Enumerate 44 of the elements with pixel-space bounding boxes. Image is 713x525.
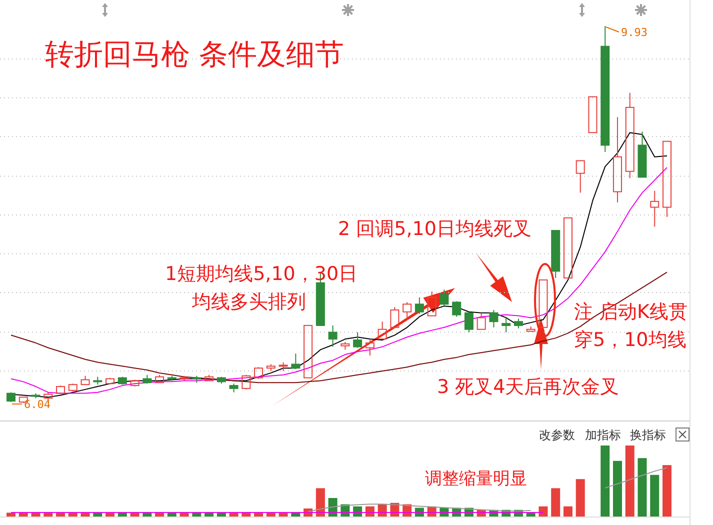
bar: [650, 474, 660, 516]
bar: [563, 506, 572, 516]
bar: [600, 446, 610, 516]
candlestick: [612, 116, 622, 203]
candlestick: [328, 324, 338, 348]
bar: [6, 512, 16, 516]
bar: [638, 458, 647, 516]
annotation: 3 死叉4天后再次金叉: [437, 376, 620, 398]
bar: [538, 506, 548, 516]
bar: [254, 512, 264, 516]
text: 加指标: [585, 428, 621, 442]
bar: [278, 512, 288, 516]
text: 改参数: [539, 428, 575, 442]
bar: [266, 512, 276, 516]
bar: [625, 446, 634, 516]
annotation: 2 回调5,10日均线死叉: [338, 218, 532, 240]
annotation: 注 启动K线贯穿5，10均线: [574, 301, 688, 351]
annotation: 调整缩量明显: [425, 469, 527, 489]
bar: [316, 488, 325, 516]
candlestick: [502, 317, 511, 333]
bar: [130, 512, 140, 516]
bar: [68, 512, 78, 516]
annotation: 6.04: [24, 398, 51, 411]
bar: [18, 512, 28, 516]
chart-title: 转折回马枪 条件及细节: [45, 37, 344, 71]
bar: [229, 512, 238, 516]
bar: [662, 465, 672, 516]
bar: [242, 512, 251, 516]
annotation: 9.93: [621, 26, 648, 39]
bar: [378, 504, 387, 516]
text: 换指标: [630, 428, 666, 442]
bar: [106, 512, 115, 516]
candlestick: [600, 26, 610, 152]
bar: [551, 488, 560, 516]
bar: [612, 460, 622, 516]
candlestick: [650, 190, 660, 228]
bar: [576, 479, 585, 516]
bar: [180, 512, 189, 516]
bar: [155, 512, 164, 516]
bar: [56, 512, 66, 516]
annotation: 1短期均线5,10，30日均线多头排列: [165, 263, 358, 313]
bar: [31, 512, 40, 516]
bar: [80, 512, 90, 516]
bar: [44, 512, 53, 516]
